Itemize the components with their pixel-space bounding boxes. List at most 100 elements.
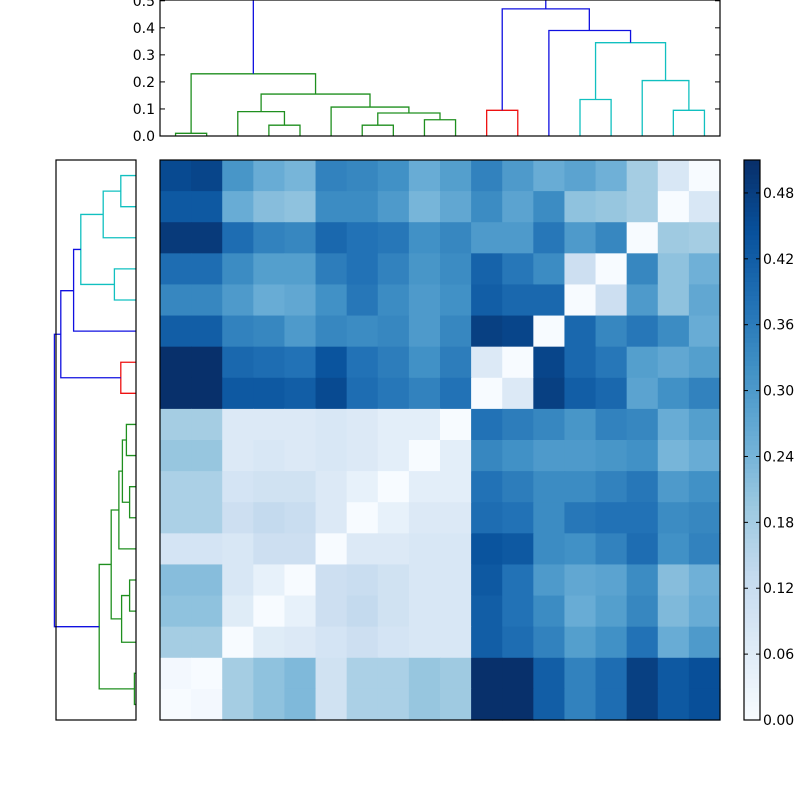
heatmap-cell — [595, 440, 628, 472]
dendrogram-link — [579, 98, 612, 136]
heatmap-cell — [253, 408, 286, 441]
heatmap-cell — [377, 626, 410, 659]
heatmap-cell — [564, 626, 597, 659]
heatmap-cell — [533, 346, 566, 379]
heatmap-cell — [191, 471, 223, 503]
y-tick-label: 0.4 — [133, 21, 155, 37]
heatmap-cell — [253, 160, 286, 192]
heatmap-cell — [284, 191, 317, 223]
heatmap-cell — [160, 160, 192, 192]
heatmap-cell — [564, 315, 597, 348]
heatmap-cell — [595, 377, 628, 410]
heatmap-cell — [564, 377, 597, 410]
heatmap-cell — [564, 284, 597, 317]
heatmap-cell — [284, 688, 317, 721]
heatmap-cell — [377, 440, 410, 472]
heatmap-cell — [440, 657, 472, 690]
heatmap-cell — [626, 440, 659, 472]
dendrogram-link — [118, 470, 136, 550]
heatmap-cell — [408, 595, 441, 628]
heatmap-cell — [533, 408, 566, 441]
heatmap-cell — [408, 440, 441, 472]
heatmap-cell — [626, 564, 659, 597]
heatmap-cell — [222, 657, 254, 690]
heatmap-cell — [688, 377, 721, 410]
heatmap-cell — [471, 595, 503, 628]
heatmap-cell — [377, 377, 410, 410]
colorbar: 0.00 0.06 0.12 0.18 0.24 0.30 0.36 0.42 0.48 — [743, 159, 794, 729]
heatmap-cell — [408, 657, 441, 690]
heatmap-frame — [159, 159, 721, 721]
heatmap-cell — [346, 408, 379, 441]
heatmap-cell — [253, 657, 286, 690]
heatmap-cell — [253, 346, 286, 379]
heatmap-cell — [502, 160, 534, 192]
heatmap-cell — [502, 315, 534, 348]
heatmap-cell — [315, 160, 348, 192]
heatmap-cell — [440, 502, 472, 534]
heatmap-cell — [160, 222, 192, 254]
heatmap-cell — [253, 222, 286, 254]
heatmap-cell — [160, 284, 192, 317]
heatmap-cell — [191, 191, 223, 223]
heatmap-cell — [657, 284, 690, 317]
heatmap-cell — [626, 657, 659, 690]
dendrogram-link — [102, 190, 136, 239]
heatmap-cell — [564, 564, 597, 597]
dendrogram-link — [53, 333, 100, 628]
dendrogram-link — [80, 213, 115, 286]
heatmap-cell — [595, 160, 628, 192]
heatmap-cell — [160, 346, 192, 379]
heatmap-cell — [595, 284, 628, 317]
heatmap-cell — [253, 377, 286, 410]
heatmap-cell — [471, 222, 503, 254]
heatmap-cell — [564, 595, 597, 628]
heatmap-cell — [191, 377, 223, 410]
heatmap-cell — [440, 471, 472, 503]
heatmap-cell — [657, 377, 690, 410]
heatmap-cell — [346, 440, 379, 472]
heatmap-cell — [408, 502, 441, 534]
heatmap-cell — [191, 626, 223, 659]
heatmap-cell — [191, 502, 223, 534]
heatmap-cell — [688, 471, 721, 503]
heatmap-cell — [160, 657, 192, 690]
heatmap-cell — [533, 284, 566, 317]
heatmap-cell — [222, 471, 254, 503]
heatmap-cell — [688, 626, 721, 659]
heatmap-cell — [191, 315, 223, 348]
heatmap-cell — [626, 377, 659, 410]
heatmap-cell — [626, 595, 659, 628]
heatmap-cell — [160, 191, 192, 223]
colorbar-tick-label: 0.30 — [763, 384, 794, 400]
heatmap-cell — [440, 284, 472, 317]
heatmap-cell — [440, 222, 472, 254]
heatmap-cell — [315, 688, 348, 721]
heatmap-cell — [160, 688, 192, 721]
heatmap-cell — [564, 502, 597, 534]
left-dendrogram-frame — [55, 159, 137, 721]
heatmap-cell — [626, 533, 659, 566]
heatmap-cell — [408, 564, 441, 597]
heatmap-cell — [657, 315, 690, 348]
dendrogram-link — [120, 361, 136, 394]
heatmap-cell — [626, 315, 659, 348]
heatmap-cell — [253, 191, 286, 223]
heatmap-cell — [440, 253, 472, 286]
heatmap-cell — [471, 315, 503, 348]
colorbar-tick-label: 0.42 — [763, 252, 794, 268]
heatmap-cell — [191, 533, 223, 566]
heatmap-cell — [564, 471, 597, 503]
heatmap-cell — [595, 191, 628, 223]
top-dendrogram-y-axis: 0.0 0.1 0.2 0.3 0.4 0.5 — [133, 0, 720, 145]
heatmap-cell — [222, 626, 254, 659]
heatmap-cell — [346, 657, 379, 690]
dendrogram-link — [486, 109, 519, 136]
heatmap-cell — [346, 315, 379, 348]
heatmap-cell — [502, 564, 534, 597]
heatmap-cell — [688, 191, 721, 223]
heatmap-cell — [408, 160, 441, 192]
heatmap-cell — [408, 315, 441, 348]
heatmap-cell — [191, 564, 223, 597]
